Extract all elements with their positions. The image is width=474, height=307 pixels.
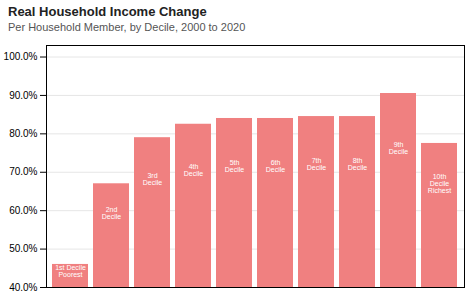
svg-text:10thDecileRichest: 10thDecileRichest: [428, 173, 451, 194]
svg-text:4thDecile: 4thDecile: [184, 163, 204, 177]
svg-text:2ndDecile: 2ndDecile: [102, 206, 122, 220]
svg-text:7thDecile: 7thDecile: [307, 157, 327, 171]
svg-text:70.0%: 70.0%: [9, 166, 37, 177]
html-text:Per Household Member, by Decil: Per Household Member, by Decile, 2000 to…: [8, 21, 246, 33]
svg-text:40.0%: 40.0%: [9, 282, 37, 293]
svg-text:60.0%: 60.0%: [9, 205, 37, 216]
svg-text:6thDecile: 6thDecile: [266, 159, 286, 173]
svg-text:80.0%: 80.0%: [9, 128, 37, 139]
svg-text:3rdDecile: 3rdDecile: [143, 172, 163, 186]
svg-text:50.0%: 50.0%: [9, 243, 37, 254]
svg-text:5thDecile: 5thDecile: [225, 159, 245, 173]
svg-text:8thDecile: 8thDecile: [348, 157, 368, 171]
svg-text:1st DecilePoorest: 1st DecilePoorest: [55, 264, 86, 278]
svg-text:9thDecile: 9thDecile: [389, 141, 409, 155]
html-text:Real Household Income Change: Real Household Income Change: [8, 4, 207, 19]
svg-text:100.0%: 100.0%: [4, 51, 38, 62]
svg-text:90.0%: 90.0%: [9, 90, 37, 101]
